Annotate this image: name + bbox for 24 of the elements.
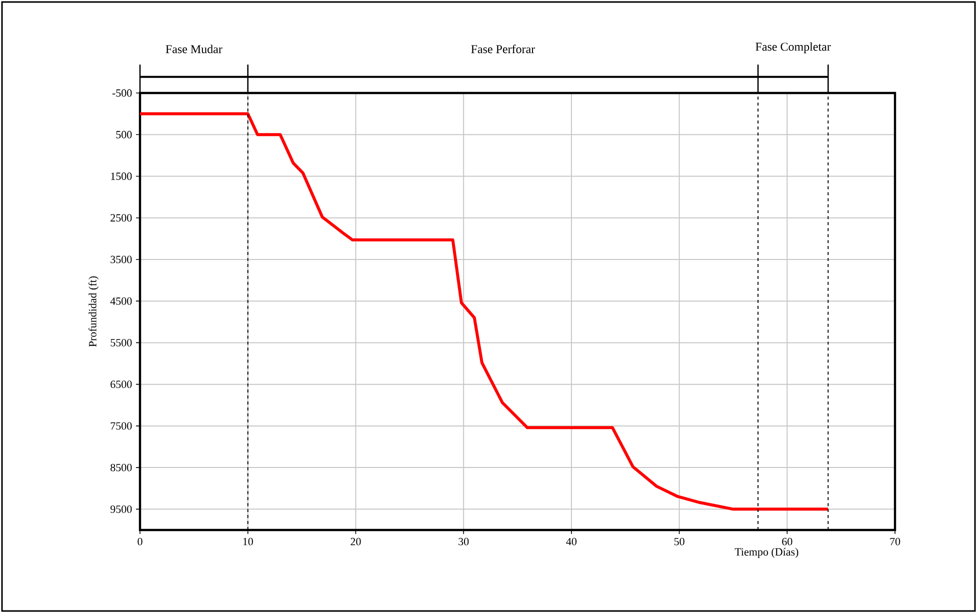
y-tick-label: 6500: [110, 380, 132, 388]
x-tick-label: 30: [458, 538, 469, 546]
y-tick-label: 7500: [110, 422, 132, 430]
y-tick-label: 9500: [110, 505, 132, 513]
x-tick-label: 40: [566, 538, 577, 546]
y-tick-label: -500: [112, 89, 132, 97]
x-axis-title: Tiempo (Días): [734, 548, 798, 558]
y-tick-label: 4500: [110, 297, 132, 305]
y-tick-label: 5500: [110, 338, 132, 346]
x-tick-label: 0: [138, 538, 142, 546]
x-tick-label: 10: [243, 538, 253, 546]
x-tick-label: 20: [350, 538, 361, 546]
x-tick-label: 70: [890, 538, 900, 546]
y-tick-label: 8500: [110, 464, 132, 472]
y-tick-label: 500: [116, 130, 132, 138]
y-axis-title: Profundidad (ft): [88, 276, 99, 347]
y-tick-label: 1500: [111, 172, 132, 180]
text: Fase Perforar: [471, 44, 535, 54]
text: Fase Completar: [756, 42, 831, 54]
y-tick-label: 2500: [110, 214, 132, 222]
x-tick-label: 60: [782, 538, 792, 546]
x-tick-label: 50: [674, 538, 684, 546]
text: Fase Mudar: [166, 44, 222, 54]
y-tick-label: 3500: [110, 256, 132, 264]
